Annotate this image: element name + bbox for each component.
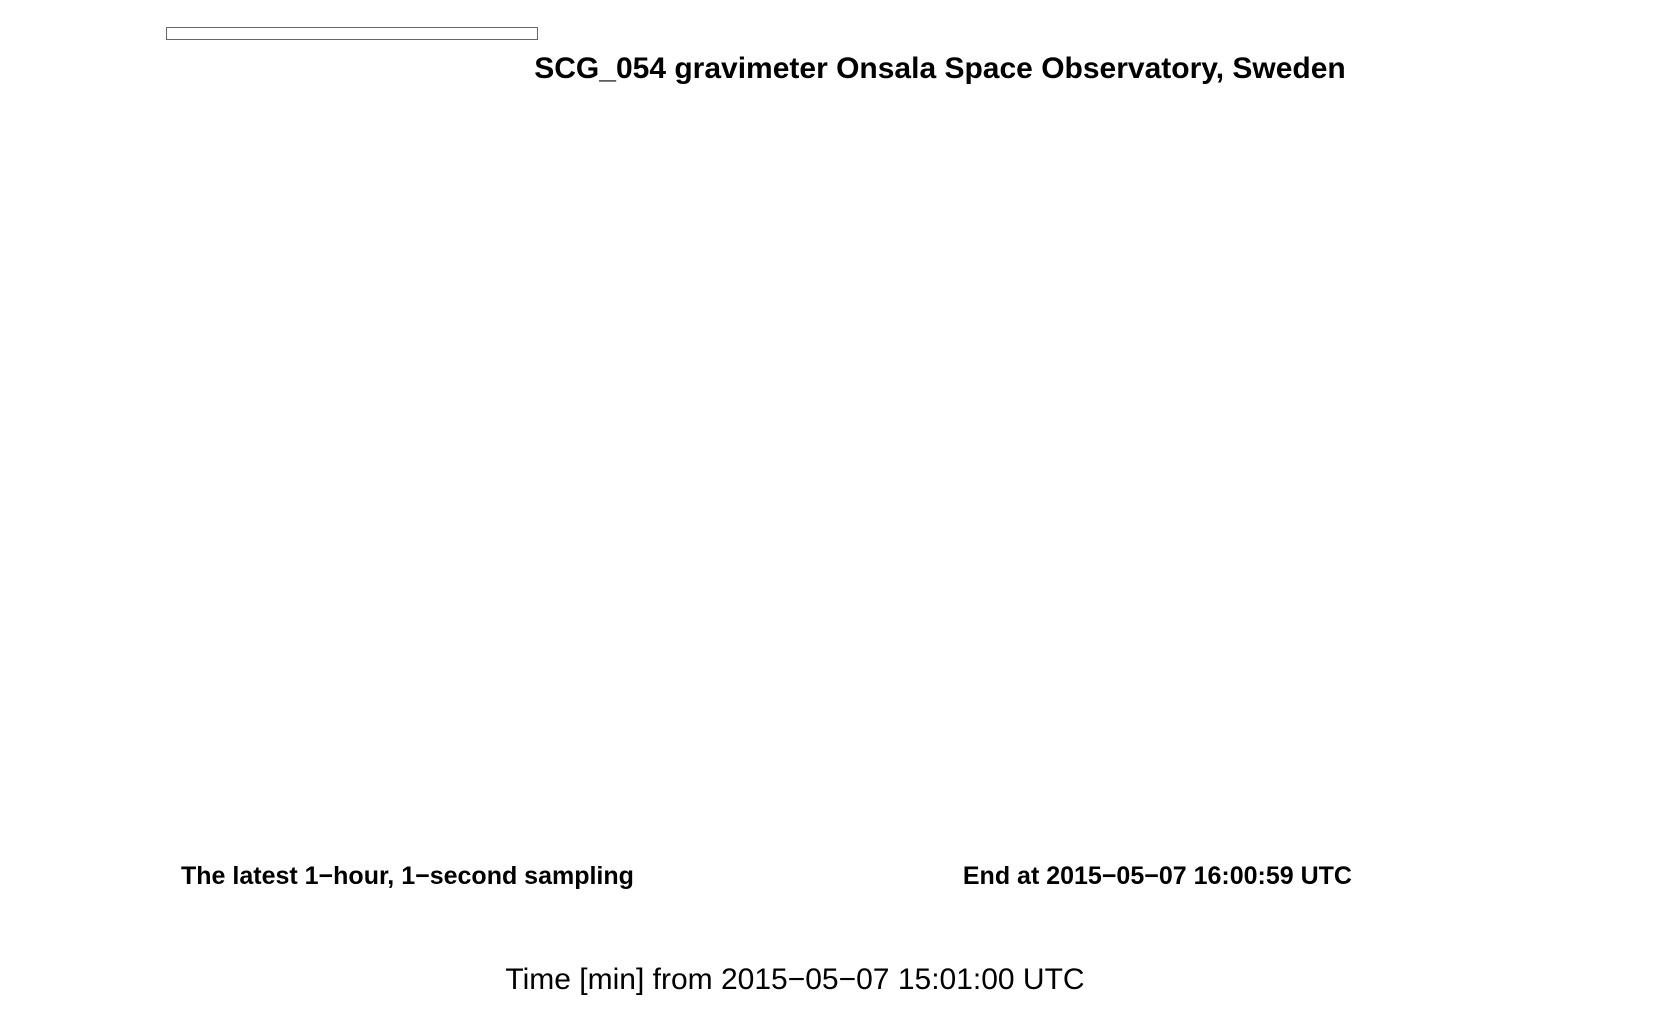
- end-time-annotation: End at 2015−05−07 16:00:59 UTC: [962, 862, 1352, 890]
- sampling-annotation: The latest 1−hour, 1−second sampling: [181, 862, 634, 890]
- chart-title: SCG_054 gravimeter Onsala Space Observat…: [534, 52, 1346, 85]
- legend-box: [166, 27, 538, 40]
- x-axis-label: Time [min] from 2015−05−07 15:01:00 UTC: [505, 963, 1085, 996]
